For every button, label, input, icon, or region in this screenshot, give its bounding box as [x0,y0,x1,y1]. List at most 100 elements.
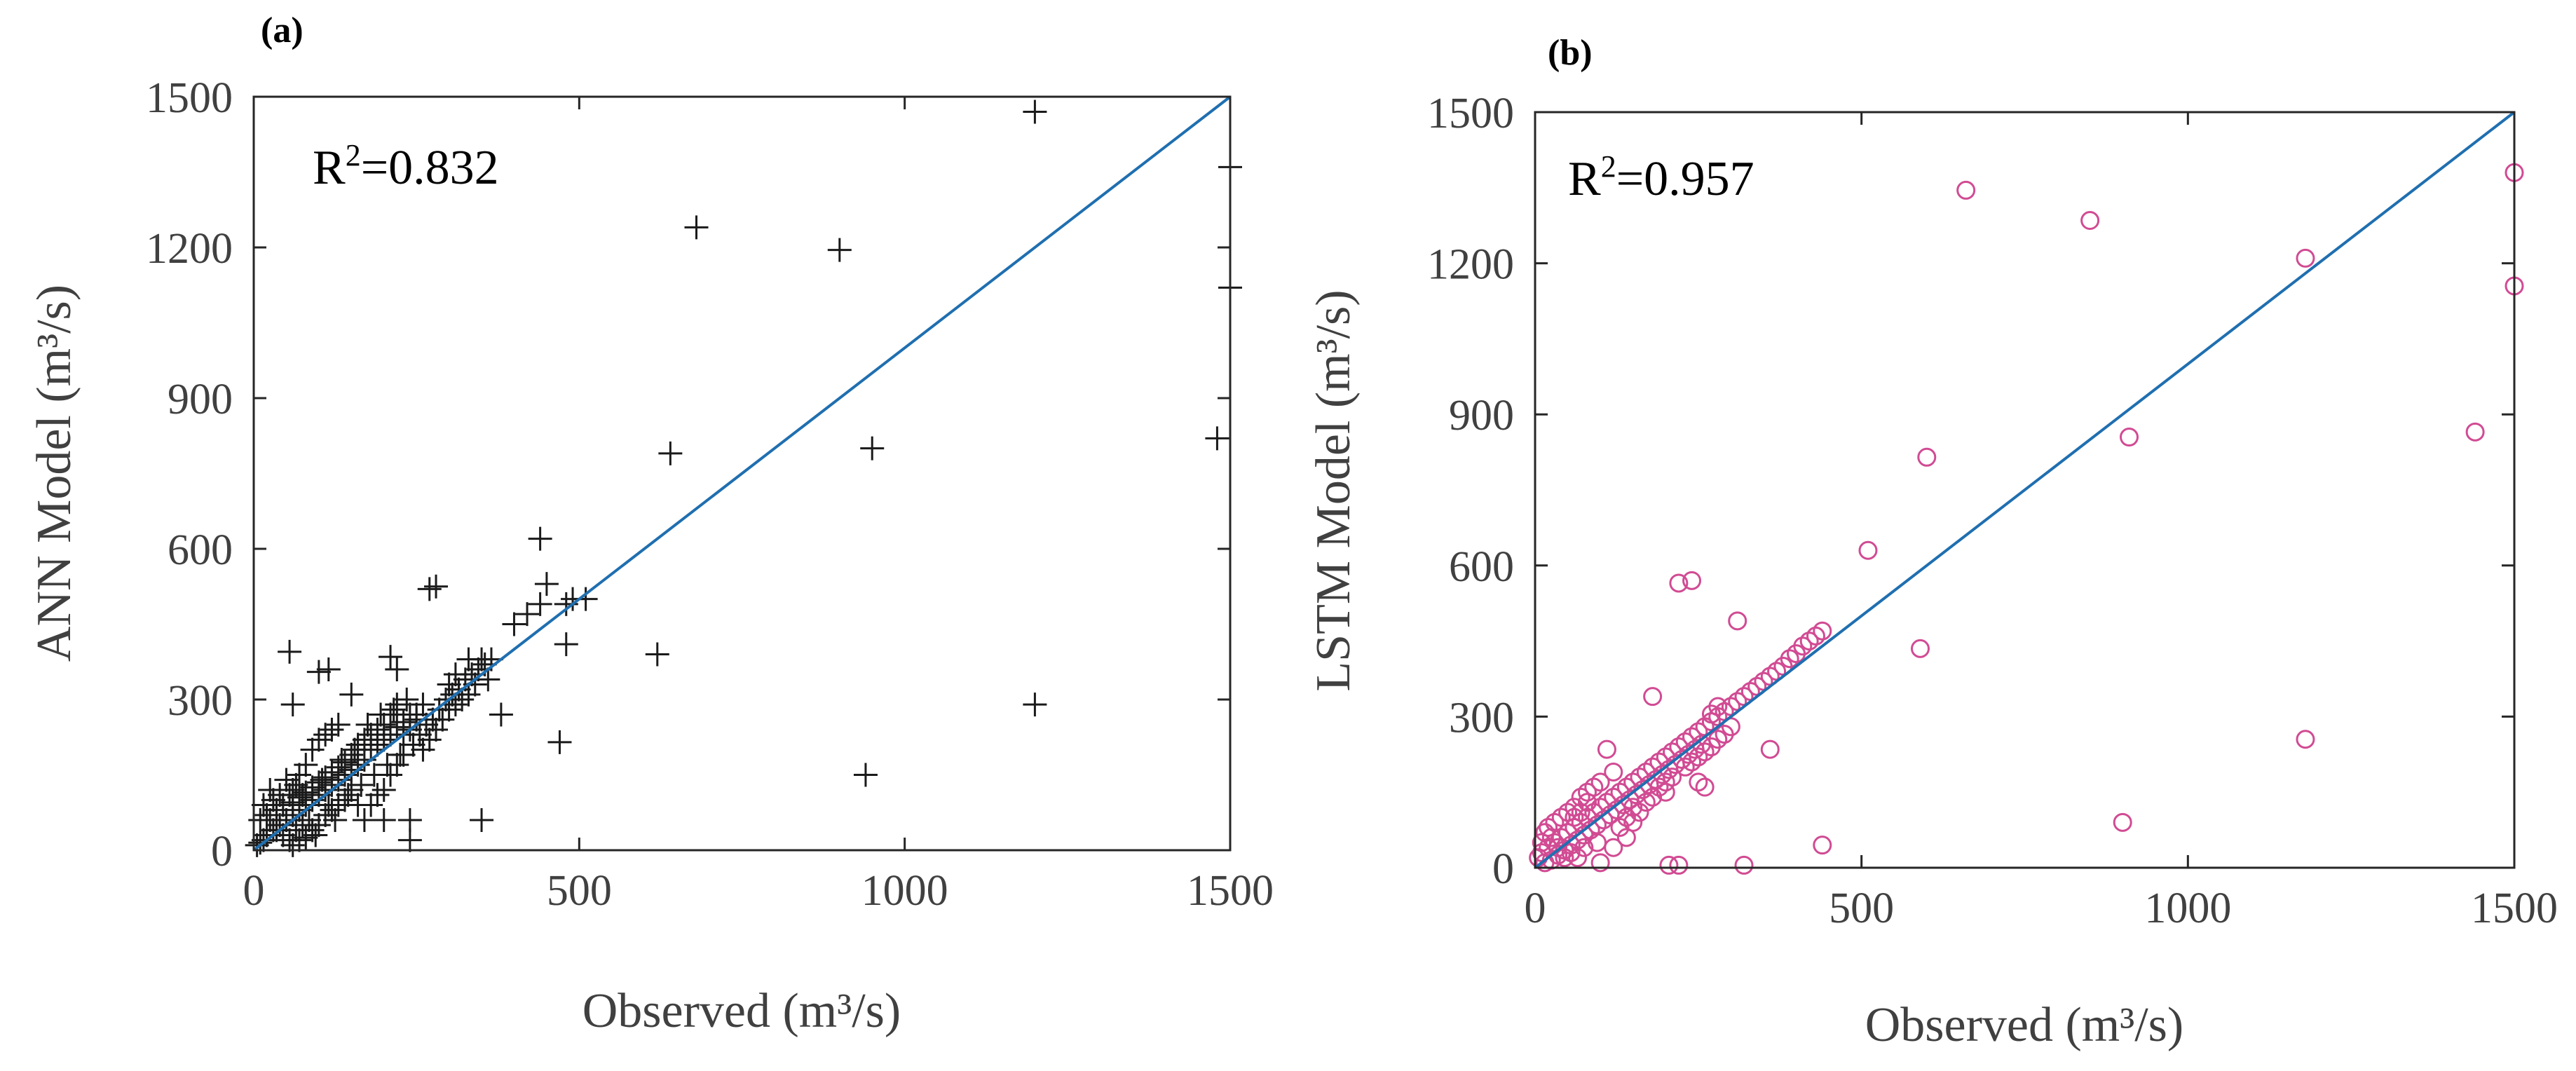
panel-a-data-point [645,642,669,667]
panel-a-data-point [297,808,321,832]
panel-a-data-point [372,712,396,737]
panel-b-data-point [1656,772,1675,792]
panel-a-data-point [346,793,370,817]
panel-b-data-point [1561,843,1581,862]
panel-b-data-point [1604,838,1623,857]
panel-a-data-point [502,612,526,636]
panel-b-x-tick-label: 1500 [2471,885,2558,932]
panel-a-data-point [827,238,852,262]
panel-a-data-point [333,750,357,775]
panel-a-data-point [450,688,475,711]
panel-a-data-point [245,833,269,857]
panel-a-data-point [547,730,572,754]
panel-b-y-tick-label: 1200 [1427,241,1514,289]
panel-b-data-point [1541,828,1561,847]
panel-a-data-point [470,808,494,832]
panel-a-fit-line [252,95,1232,852]
panel-a-data-point [379,763,403,787]
panel-b-data-point [1689,747,1708,767]
panel-a-data-point [304,823,328,847]
panel-a-data-point [320,760,344,784]
panel-a-data-point [395,688,419,711]
panel-a-y-tick-label: 900 [168,376,233,423]
panel-a-data-point [287,763,312,787]
panel-b-x-tick-label: 500 [1829,885,1894,932]
panel-b-data-point [1578,793,1597,812]
panel-a-data-point [860,436,885,461]
panel-b-data-point [2080,211,2100,231]
panel-a-data-point [417,728,442,752]
panel-a-data-point [342,737,367,762]
panel-b-data-point [1659,855,1679,875]
panel-b-data-point [1728,611,1747,631]
panel-b-x-tick-label: 0 [1525,885,1546,932]
panel-a-r2-value: =0.832 [361,141,499,195]
panel-a-data-point [254,803,279,827]
panel-b-data-point [1551,807,1571,827]
panel-b-data-point [1760,739,1780,759]
panel-a-y-tick-label: 600 [168,526,233,574]
panel-b-data-point [1571,803,1590,822]
panel-b-data-point [1555,848,1574,868]
panel-a-data-point [294,780,318,805]
panel-b-data-point [1689,772,1708,792]
panel-a-data-point [320,718,344,742]
panel-a-tick-labels: 0 500 1000 1500 0 300 600 900 1200 1500 [146,74,1274,915]
panel-b-data-point [1636,793,1656,812]
panel-a-data-point [278,639,302,664]
panel-b-y-tick-label: 600 [1449,543,1514,591]
panel-a-y-tick-label: 0 [211,828,233,875]
panel-a-label: (a) [261,11,304,50]
panel-b-data-point [2296,248,2315,268]
panel-b-data-point [1571,787,1590,807]
panel-a-x-tick-label: 500 [547,867,612,915]
panel-b-r2-value: =0.957 [1616,152,1754,206]
panel-b-data-point [1708,730,1728,749]
panel-b-y-tick-label: 300 [1449,694,1514,742]
panel-a-data-point [352,728,376,752]
panel-b-r2-sup: 2 [1601,149,1616,184]
panel-a-x-tick-label: 1500 [1187,867,1274,915]
panel-a-data-point [534,572,559,596]
panel-b-data-point [1708,697,1728,716]
panel-a-data-point [437,672,461,697]
panel-a-data-point [1205,426,1229,451]
panel-a-data-point [379,645,403,669]
panel-a-data-point [411,737,435,762]
panel-a-x-tick-label: 1000 [861,867,948,915]
panel-a-data-point [264,798,289,822]
panel-b-data-point [1565,807,1584,827]
panel-a-y-axis-label: ANN Model (m³/s) [27,285,81,662]
panel-a-data-point [326,712,350,737]
panel-b-data-point [2113,812,2132,832]
panel-b-data-point [2465,422,2485,442]
panel-a-data-point [417,577,442,601]
panel-a-data-point [401,732,425,757]
panel-a-data-point [313,765,338,790]
panel-a-ticks [252,95,1232,852]
panel-a-r2-prefix: R [313,141,346,195]
panel-a-data-point [397,828,422,852]
panel-a-data-point [515,602,540,627]
panel-a-data-point [336,783,360,807]
panel-b-label: (b) [1548,33,1593,73]
panel-a-data-point [274,768,299,792]
panel-b-data-point [1917,447,1937,467]
panel-b-data-point [1565,798,1584,817]
panel-b-data-point [1558,803,1578,822]
panel-b-y-axis-label: LSTM Model (m³/s) [1307,289,1361,691]
panel-b-data-point [1623,812,1643,832]
panel-a-data-point [306,660,331,684]
panel-a-data-point [424,574,449,599]
panel-a-data-point [280,833,305,857]
panel-b-data-point [1787,644,1806,664]
panel-a-data-point [365,718,390,742]
panel-a-data-point [316,657,341,681]
panel-b-data-point [1675,757,1695,777]
panel-a-y-tick-label: 1200 [146,225,233,273]
panel-b-lstm-scatter: (b) 0 500 1000 1500 0 300 600 900 1200 1500 R2=0.… [1307,33,2558,1052]
panel-a-data-point [372,778,396,802]
panel-b-data-point [1630,803,1649,822]
panel-b-data-point [1669,573,1689,593]
panel-a-data-point [248,808,273,832]
